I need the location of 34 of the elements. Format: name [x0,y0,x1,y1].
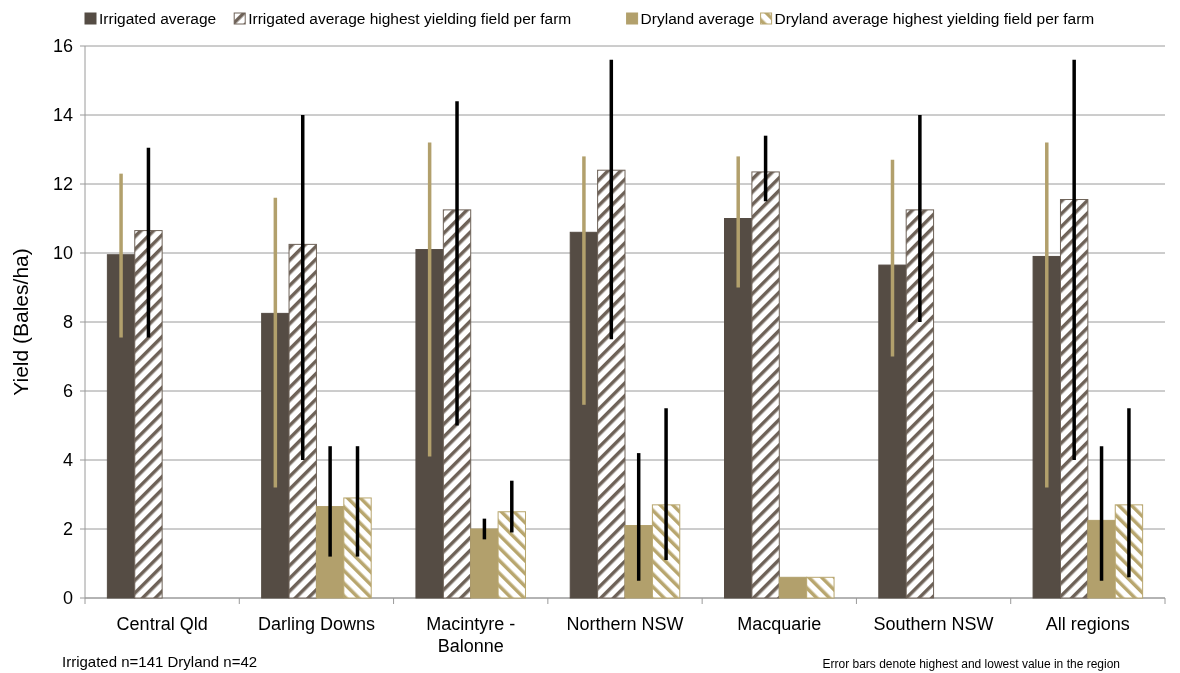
y-tick-label: 8 [62,312,73,333]
y-tick-label: 16 [52,36,73,57]
text: Irrigated n=141 Dryland n=42 [62,653,258,670]
y-tick-label: 14 [52,105,73,126]
x-tick-label: Southern NSW [873,614,994,634]
y-tick-label: 6 [62,381,73,402]
x-tick-label: Macintyre - Balonne [426,614,516,656]
bar [288,243,317,599]
bar [878,264,907,599]
legend-label: Irrigated average highest yielding field per farm [248,10,572,27]
y-tick-label: 4 [62,450,73,471]
bar [724,218,753,599]
bar [597,169,626,599]
y-axis-title: Yield (Bales/ha) [9,248,32,396]
x-tick-label: Northern NSW [566,614,684,634]
legend-label: Dryland average [640,10,755,27]
bar [442,209,472,599]
text: Error bars denote highest and lowest value in the region [822,657,1120,671]
x-tick-label: Macquarie [737,614,822,634]
bar [106,254,136,599]
bar [134,230,163,599]
y-tick-label: 2 [62,519,73,540]
x-tick-label: All regions [1045,614,1130,634]
y-tick-label: 0 [62,588,73,609]
x-tick-label: Darling Downs [257,614,375,634]
y-tick-label: 10 [52,243,73,264]
bar [415,249,444,599]
y-tick-label: 12 [52,174,73,195]
x-tick-label: Central Qld [116,614,208,634]
bar [905,209,935,599]
bar [751,171,780,599]
legend-label: Dryland average highest yielding field per farm [774,10,1095,27]
legend-label: Irrigated average [99,10,217,27]
bar [1059,199,1089,599]
